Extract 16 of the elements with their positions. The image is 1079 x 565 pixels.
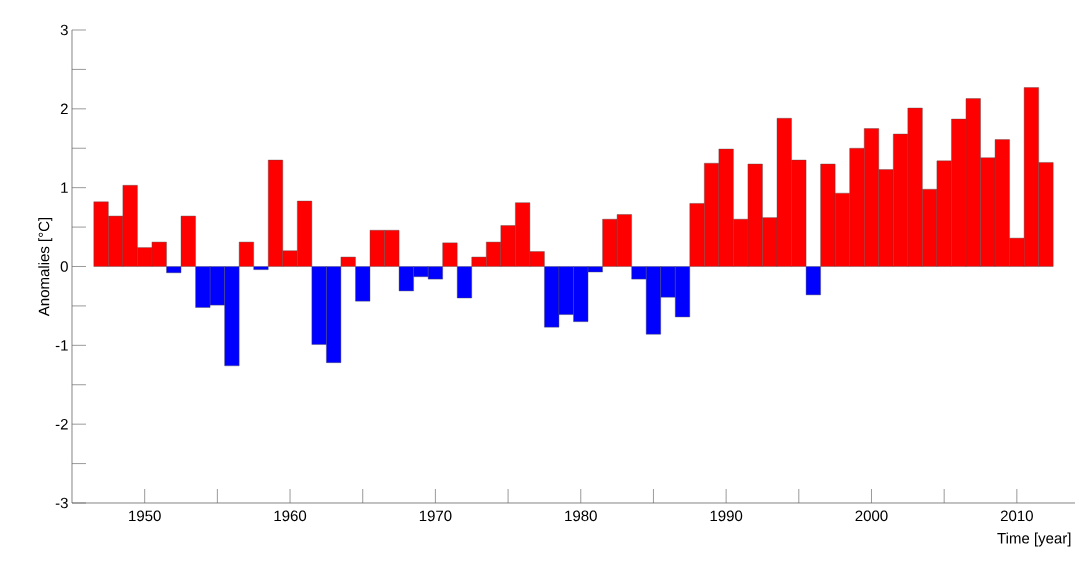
y-axis-title: Anomalies [°C]: [38, 217, 53, 317]
x-axis-title: Time [year]: [997, 532, 1071, 547]
x-tick-label: 1960: [274, 510, 307, 522]
y-tick-label: 0: [60, 261, 68, 272]
x-tick-label: 1990: [710, 510, 743, 522]
x-tick-label: 2000: [855, 510, 888, 522]
x-tick-label: 1980: [565, 510, 597, 522]
y-tick-label: -3: [55, 497, 68, 509]
x-tick-label: 1970: [419, 510, 452, 522]
y-tick-label: 1: [61, 182, 68, 193]
y-tick-label: 3: [60, 24, 68, 36]
x-tick-label: 2010: [1000, 510, 1033, 522]
y-tick-label: -1: [55, 340, 68, 351]
y-tick-label: 2: [60, 103, 68, 115]
x-tick-label: 1950: [129, 510, 161, 522]
y-tick-label: -2: [55, 418, 68, 430]
